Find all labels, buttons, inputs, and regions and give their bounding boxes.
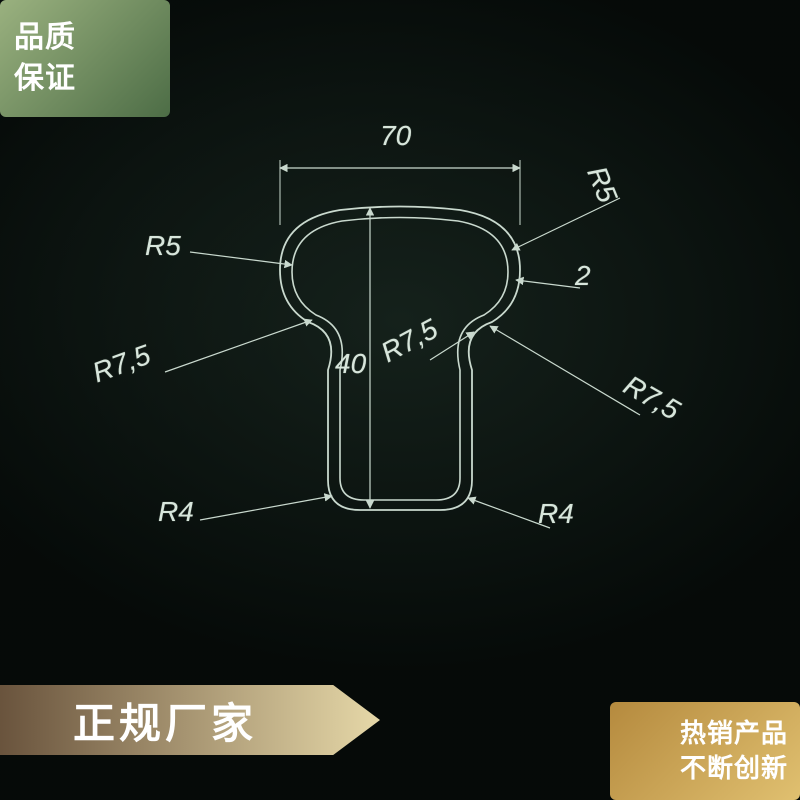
dim-width-70: 70 [380,120,411,152]
dim-thickness-2: 2 [575,260,591,292]
badge-br-line-1: 热销产品 [622,716,788,751]
cross-section-drawing: 70 R5 R5 2 R7,5 R7,5 R7,5 40 R4 R4 [80,100,720,660]
badge-br-line-2: 不断创新 [622,751,788,786]
quality-guarantee-badge: 品质 保证 [0,0,170,117]
dim-r4-right: R4 [538,498,574,530]
dim-r4-left: R4 [158,496,194,528]
hot-products-badge: 热销产品 不断创新 [610,702,800,800]
profile-svg [80,100,720,660]
badge-line-2: 保证 [14,59,156,100]
dim-height-40: 40 [335,348,366,380]
factory-banner: 正规厂家 [0,685,380,755]
factory-banner-text: 正规厂家 [73,690,297,751]
dim-r5-left: R5 [145,230,181,262]
badge-line-1: 品质 [14,18,156,59]
